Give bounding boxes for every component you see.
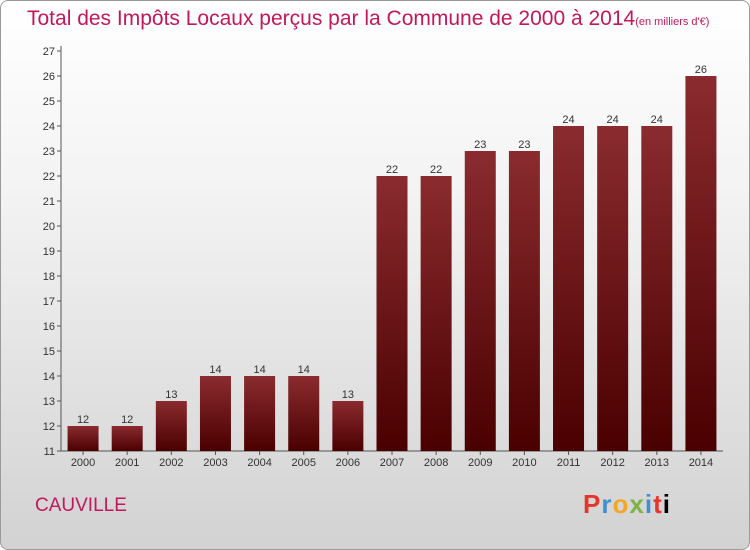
- y-tick-label: 12: [43, 421, 55, 433]
- bar: [553, 126, 585, 451]
- data-label: 12: [121, 414, 133, 426]
- data-label: 24: [607, 114, 619, 126]
- y-tick-label: 21: [43, 196, 55, 208]
- data-label: 24: [651, 114, 663, 126]
- title-main: Total des Impôts Locaux perçus par la Co…: [27, 7, 636, 30]
- bar: [464, 151, 496, 451]
- logo-letter: P: [583, 489, 602, 519]
- bar: [244, 376, 276, 451]
- x-tick-label: 2004: [247, 457, 271, 469]
- y-tick-label: 13: [43, 396, 55, 408]
- x-tick-label: 2000: [71, 457, 95, 469]
- bar: [597, 126, 629, 451]
- data-labels: 12 12 13 14 14 14 13 22 22 23 23 24 24 24 26: [77, 64, 707, 426]
- bar: [199, 376, 231, 451]
- x-tick-label: 2006: [336, 457, 360, 469]
- bars: [67, 76, 717, 451]
- y-tick-label: 17: [43, 296, 55, 308]
- data-label: 23: [518, 139, 530, 151]
- x-tick-label: 2012: [600, 457, 624, 469]
- x-tick-label: 2005: [291, 457, 315, 469]
- data-label: 14: [298, 364, 310, 376]
- y-tick-label: 23: [43, 146, 55, 158]
- y-tick-label: 11: [44, 446, 55, 458]
- x-tick-label: 2014: [689, 457, 713, 469]
- y-tick-label: 24: [43, 121, 55, 133]
- x-tick-label: 2001: [115, 457, 139, 469]
- logo-letter: r: [601, 489, 613, 519]
- data-label: 14: [209, 364, 221, 376]
- data-label: 14: [253, 364, 265, 376]
- y-tick-label: 27: [43, 46, 55, 58]
- data-label: 26: [695, 64, 707, 76]
- data-label: 13: [165, 389, 177, 401]
- title-unit: (en milliers d'€): [635, 16, 710, 28]
- proxiti-logo: Proxiti: [583, 489, 671, 520]
- bar: [67, 426, 99, 451]
- logo-letter: o: [612, 489, 630, 519]
- logo-letter: i: [662, 489, 671, 519]
- logo-letter: i: [644, 489, 654, 519]
- x-tick-label: 2013: [645, 457, 669, 469]
- bar: [376, 176, 408, 451]
- x-tick-label: 2009: [468, 457, 492, 469]
- data-label: 24: [562, 114, 574, 126]
- chart-title: Total des Impôts Locaux perçus par la Co…: [27, 7, 709, 31]
- bar: [685, 76, 717, 451]
- y-tick-label: 25: [43, 96, 55, 108]
- y-tick-label: 14: [43, 371, 55, 383]
- bar: [508, 151, 540, 451]
- x-tick-label: 2002: [159, 457, 183, 469]
- commune-name: CAUVILLE: [35, 495, 127, 516]
- logo-letter: t: [653, 489, 663, 519]
- data-label: 13: [342, 389, 354, 401]
- logo-letter: x: [629, 489, 645, 519]
- y-tick-label: 16: [43, 321, 55, 333]
- x-tick-label: 2008: [424, 457, 448, 469]
- y-tick-label: 19: [43, 246, 55, 258]
- bar: [288, 376, 320, 451]
- y-tick-label: 26: [43, 71, 55, 83]
- x-tick-label: 2003: [203, 457, 227, 469]
- data-label: 22: [430, 164, 442, 176]
- bar: [155, 401, 187, 451]
- y-tick-label: 18: [43, 271, 55, 283]
- data-label: 22: [386, 164, 398, 176]
- x-tick-label: 2007: [380, 457, 404, 469]
- y-tick-label: 20: [43, 221, 55, 233]
- bar: [332, 401, 364, 451]
- data-label: 12: [77, 414, 89, 426]
- data-label: 23: [474, 139, 486, 151]
- y-tick-label: 22: [43, 171, 55, 183]
- x-tick-label: 2011: [557, 457, 581, 469]
- y-tick-label: 15: [43, 346, 55, 358]
- bar: [641, 126, 673, 451]
- x-tick-label: 2010: [512, 457, 536, 469]
- bar: [420, 176, 452, 451]
- bar: [111, 426, 143, 451]
